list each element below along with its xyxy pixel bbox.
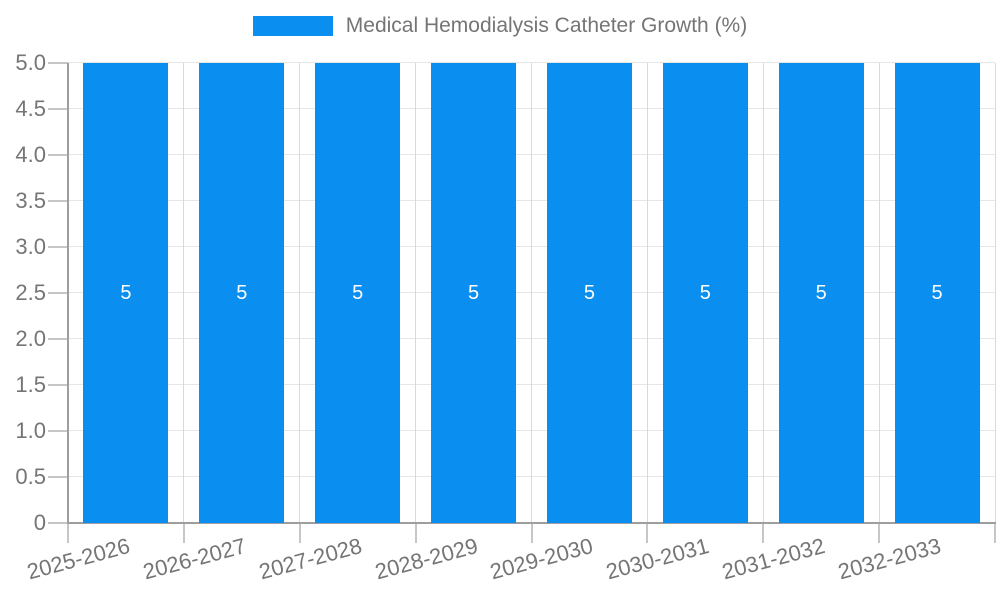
bar-2031-2032[interactable]: 5 bbox=[778, 63, 864, 523]
x-axis-tick bbox=[762, 523, 765, 543]
gridline-vertical bbox=[183, 63, 185, 523]
gridline-vertical bbox=[994, 63, 996, 523]
y-axis-tick-label: 0.5 bbox=[15, 464, 46, 489]
x-axis-tick bbox=[67, 523, 69, 543]
bar-2025-2026[interactable]: 5 bbox=[83, 63, 169, 523]
y-axis-tick-label: 2.5 bbox=[15, 280, 46, 305]
y-axis-tick-label: 2.0 bbox=[15, 326, 46, 351]
y-axis-tick-label: 5.0 bbox=[15, 50, 46, 75]
x-axis-tick bbox=[182, 523, 185, 543]
y-axis-tick bbox=[48, 430, 68, 432]
bar-value-label: 5 bbox=[120, 281, 132, 304]
gridline-vertical bbox=[299, 63, 301, 523]
y-axis-tick bbox=[48, 292, 68, 294]
gridline-vertical bbox=[762, 63, 764, 523]
bar-value-label: 5 bbox=[583, 281, 595, 304]
bar-value-label: 5 bbox=[236, 281, 248, 304]
gridline-vertical bbox=[646, 63, 648, 523]
y-axis-tick-label: 1.0 bbox=[15, 418, 46, 443]
y-axis-tick bbox=[48, 246, 68, 248]
gridline-vertical bbox=[878, 63, 880, 523]
x-axis-tick bbox=[878, 523, 881, 543]
legend-label: Medical Hemodialysis Catheter Growth (%) bbox=[345, 14, 748, 37]
y-axis-tick-label: 4.0 bbox=[15, 142, 46, 167]
y-axis-tick-label: 0 bbox=[33, 510, 46, 535]
bar-2030-2031[interactable]: 5 bbox=[662, 63, 748, 523]
bar-2032-2033[interactable]: 5 bbox=[894, 63, 980, 523]
bar-2026-2027[interactable]: 5 bbox=[199, 63, 285, 523]
x-axis-tick bbox=[646, 523, 649, 543]
bar-value-label: 5 bbox=[815, 281, 827, 304]
y-axis-tick bbox=[48, 200, 68, 202]
bar-2029-2030[interactable]: 5 bbox=[546, 63, 632, 523]
y-axis-tick-label: 3.5 bbox=[15, 188, 46, 213]
x-axis-tick bbox=[414, 523, 417, 543]
legend-item[interactable]: Medical Hemodialysis Catheter Growth (%) bbox=[0, 14, 1000, 38]
y-axis-tick bbox=[48, 384, 68, 386]
gridline-vertical bbox=[415, 63, 417, 523]
x-axis-tick bbox=[298, 523, 301, 543]
bar-value-label: 5 bbox=[352, 281, 364, 304]
bar-2028-2029[interactable]: 5 bbox=[431, 63, 517, 523]
y-axis-tick bbox=[48, 62, 68, 64]
y-axis-tick bbox=[48, 338, 68, 340]
y-axis-tick bbox=[48, 108, 68, 110]
bar-value-label: 5 bbox=[931, 281, 943, 304]
x-axis-tick bbox=[994, 523, 996, 543]
y-axis-tick bbox=[48, 522, 68, 524]
y-axis-tick bbox=[48, 476, 68, 478]
y-axis-tick bbox=[48, 154, 68, 156]
gridline-horizontal bbox=[68, 62, 995, 63]
x-axis-tick bbox=[530, 523, 533, 543]
gridline-vertical bbox=[531, 63, 532, 523]
y-axis-tick-label: 3.0 bbox=[15, 234, 46, 259]
y-axis-line bbox=[67, 63, 69, 523]
y-axis-tick-label: 4.5 bbox=[15, 96, 46, 121]
bar-value-label: 5 bbox=[468, 281, 480, 304]
bar-2027-2028[interactable]: 5 bbox=[315, 63, 401, 523]
y-axis-tick-label: 1.5 bbox=[15, 372, 46, 397]
x-axis-line bbox=[67, 522, 996, 524]
bar-value-label: 5 bbox=[699, 281, 711, 304]
legend-swatch bbox=[252, 16, 333, 36]
